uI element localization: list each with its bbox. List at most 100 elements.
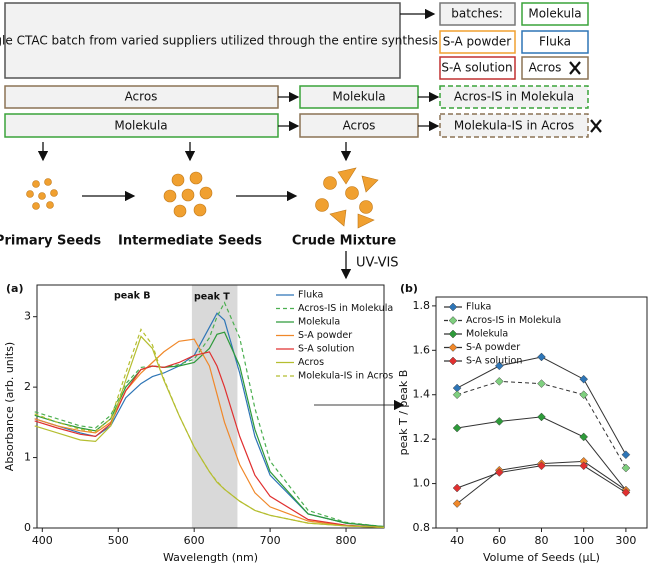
legend-label: Fluka [298, 290, 323, 301]
marker [621, 450, 631, 460]
legend-marker [448, 316, 458, 325]
x-tick-label: 600 [184, 534, 205, 547]
batch-box [439, 2, 516, 26]
legend-marker [448, 343, 458, 352]
step-label: Molekula [114, 119, 167, 133]
legend-label: Molekula-IS in Acros [298, 371, 393, 382]
legend-marker [448, 329, 458, 339]
panel-label: (b) [400, 282, 418, 295]
batches-label: batches: [451, 7, 503, 21]
y-tick-label: 1.8 [413, 299, 431, 312]
legend-label: S-A powder [298, 330, 352, 341]
batch-box [521, 30, 589, 54]
marker [621, 463, 631, 473]
panel-label: (a) [6, 282, 23, 295]
legend-label: S-A solution [466, 356, 522, 367]
y-axis-label: peak T / peak B [397, 370, 410, 456]
legend-label: Molekula [466, 329, 508, 340]
y-tick-label: 1.2 [413, 432, 431, 445]
series-line [34, 331, 385, 528]
source-box [4, 2, 401, 79]
result-box [439, 85, 589, 109]
marker [579, 390, 589, 400]
x-tick-label: 700 [260, 534, 281, 547]
x-tick-label: 100 [573, 534, 594, 547]
batch-label: Acros [529, 61, 562, 75]
x-axis-label: Wavelength (nm) [163, 551, 258, 564]
marker [537, 379, 546, 388]
legend-label: S-A powder [466, 342, 520, 353]
marker [494, 468, 504, 477]
marker [579, 374, 589, 384]
batch-label: S-A solution [441, 61, 512, 75]
batch-label: Fluka [539, 35, 571, 49]
marker [579, 461, 589, 471]
stage-label: Primary Seeds [0, 234, 101, 249]
step-label: Acros [343, 119, 376, 133]
x-axis-label: Volume of Seeds (μL) [483, 551, 600, 564]
source-text: a single CTAC batch from varied supplier… [0, 34, 438, 48]
y-tick-label: 0.8 [413, 521, 431, 534]
stage-label: Intermediate Seeds [118, 234, 262, 249]
batch-label: Molekula [528, 7, 581, 21]
marker [452, 390, 462, 400]
legend-label: Acros-IS in Molekula [298, 303, 393, 314]
y-tick-label: 2 [24, 380, 31, 393]
legend-label: Molekula [298, 317, 340, 328]
series-line [34, 328, 385, 528]
marker [579, 432, 589, 442]
legend-label: Fluka [466, 302, 491, 313]
y-tick-label: 1 [24, 451, 31, 464]
batch-label: S-A powder [443, 35, 511, 49]
step-label: Molekula [332, 90, 385, 104]
marker [537, 412, 546, 422]
x-tick-label: 40 [450, 534, 464, 547]
annotation: peak T [194, 292, 230, 303]
series-line [456, 356, 627, 455]
marker [452, 499, 462, 508]
marker [537, 352, 546, 362]
cross [590, 119, 602, 133]
annotation: peak B [114, 291, 151, 302]
legend-label: S-A solution [298, 344, 354, 355]
y-tick-label: 1.4 [413, 388, 431, 401]
marker [452, 483, 462, 493]
stage-label: Crude Mixture [292, 234, 397, 249]
y-tick-label: 3 [24, 310, 31, 323]
batch-box [521, 2, 589, 26]
result-label: Acros-IS in Molekula [454, 90, 574, 104]
plot-frame [36, 284, 385, 529]
cross [569, 61, 581, 75]
series-line [34, 351, 385, 528]
batch-box [439, 56, 516, 80]
marker [452, 423, 462, 433]
x-tick-label: 60 [492, 534, 506, 547]
marker [494, 377, 504, 386]
legend-label: Acros-IS in Molekula [466, 315, 561, 326]
marker [494, 417, 504, 426]
y-tick-label: 1.0 [413, 477, 431, 490]
x-tick-label: 300 [615, 534, 636, 547]
y-axis-label: Absorbance (arb. units) [3, 342, 16, 471]
y-tick-label: 0 [24, 521, 31, 534]
legend-marker [448, 356, 458, 366]
step-label: Acros [125, 90, 158, 104]
batch-box [439, 30, 516, 54]
x-tick-label: 400 [32, 534, 53, 547]
marker [494, 361, 504, 371]
legend-marker [448, 302, 458, 312]
x-tick-label: 800 [336, 534, 357, 547]
method-label: UV-VIS [356, 256, 399, 271]
particles [26, 167, 379, 229]
series-line [34, 338, 385, 528]
series-line [34, 301, 385, 528]
result-label: Molekula-IS in Acros [454, 119, 574, 133]
x-tick-label: 500 [108, 534, 129, 547]
legend-label: Acros [298, 357, 324, 368]
marker [621, 488, 631, 497]
y-tick-label: 1.6 [413, 343, 431, 356]
marker [537, 461, 546, 471]
series-line [456, 380, 627, 469]
x-tick-label: 80 [535, 534, 549, 547]
